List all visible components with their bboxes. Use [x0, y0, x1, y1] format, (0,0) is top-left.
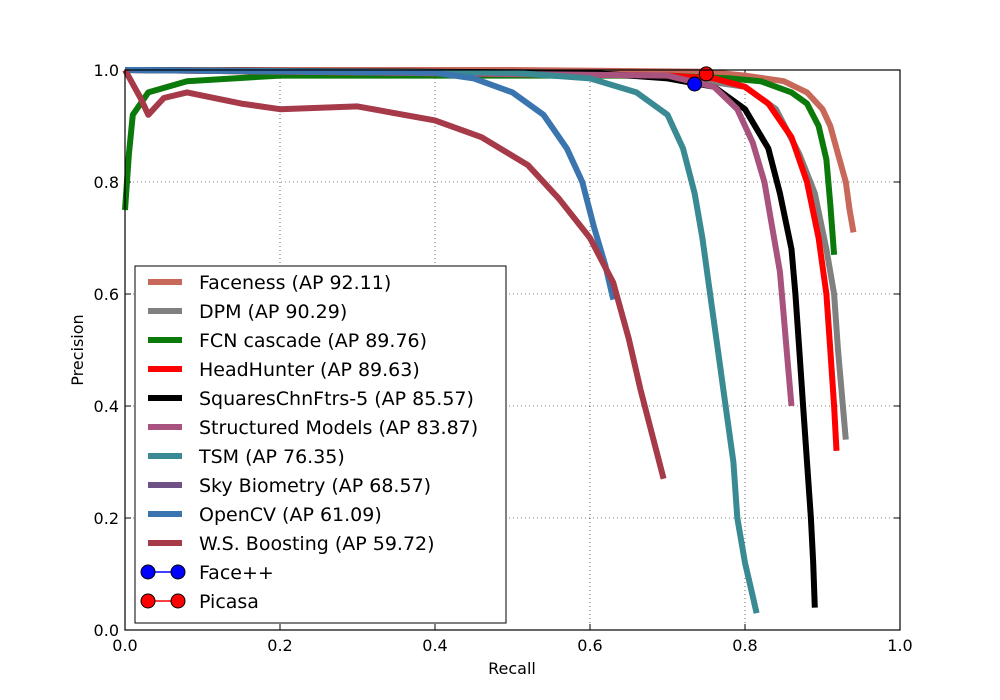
series-line-opencv — [124, 67, 617, 301]
y-tick-label: 0.8 — [94, 173, 119, 192]
x-tick-label: 0.4 — [422, 636, 447, 655]
y-tick-label: 0.0 — [94, 621, 119, 640]
legend-label-faceness: Faceness (AP 92.11) — [199, 272, 391, 294]
legend-marker-face — [170, 564, 186, 580]
x-tick-label: 0.6 — [577, 636, 602, 655]
plot-frame — [124, 69, 901, 631]
legend-marker-picasa — [170, 593, 186, 609]
y-axis-label: Precision — [68, 314, 87, 385]
legend-marker-picasa — [140, 593, 156, 609]
legend-label-headhunter: HeadHunter (AP 89.63) — [199, 359, 420, 381]
x-tick-label: 0.0 — [112, 636, 137, 655]
legend-label-opencv: OpenCV (AP 61.09) — [199, 504, 382, 526]
x-axis-label: Recall — [488, 659, 536, 678]
legend-label-fcn-cascade: FCN cascade (AP 89.76) — [199, 330, 427, 352]
y-tick-label: 0.2 — [94, 509, 119, 528]
y-tick-label: 0.6 — [94, 285, 119, 304]
x-tick-label: 0.2 — [267, 636, 292, 655]
series-line-dpm — [124, 67, 849, 440]
legend-label-face: Face++ — [199, 562, 274, 584]
series-line-w-s-boosting — [122, 68, 667, 480]
y-axis-ticks: 0.0 0.2 0.4 0.6 0.8 1.0 — [94, 61, 900, 640]
legend-label-w-s-boosting: W.S. Boosting (AP 59.72) — [199, 533, 435, 555]
legend: Faceness (AP 92.11) DPM (AP 90.29) FCN cas… — [134, 265, 507, 624]
x-tick-label: 0.8 — [732, 636, 757, 655]
legend-marker-face — [140, 564, 156, 580]
legend-label-tsm: TSM (AP 76.35) — [198, 446, 345, 468]
marker-picasa — [698, 66, 714, 82]
legend-label-structured-models: Structured Models (AP 83.87) — [199, 417, 478, 439]
legend-label-dpm: DPM (AP 90.29) — [199, 301, 347, 323]
legend-box — [134, 265, 507, 624]
x-tick-label: 1.0 — [887, 636, 912, 655]
legend-label-picasa: Picasa — [199, 591, 259, 613]
legend-label-sky-biometry: Sky Biometry (AP 68.57) — [199, 475, 431, 497]
legend-label-squareschnftrs-5: SquaresChnFtrs-5 (AP 85.57) — [199, 388, 474, 410]
series-line-faceness — [125, 67, 857, 233]
marker-face — [687, 76, 703, 92]
series-line-tsm — [124, 67, 760, 614]
y-tick-label: 1.0 — [94, 61, 119, 80]
y-tick-label: 0.4 — [94, 397, 119, 416]
